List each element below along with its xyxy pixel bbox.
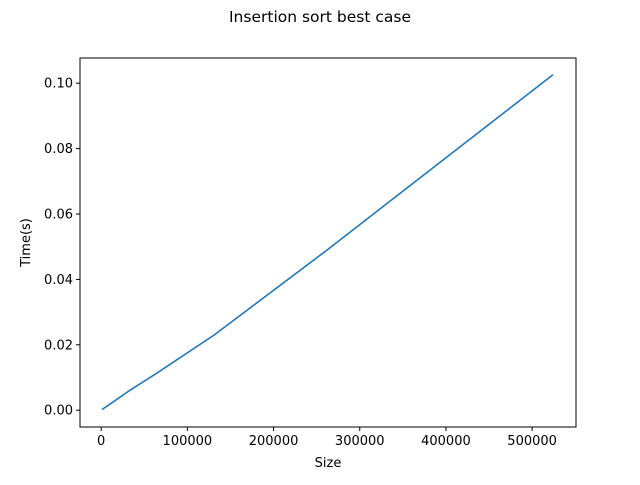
x-axis-label: Size xyxy=(315,456,342,471)
x-tick-label: 500000 xyxy=(507,434,557,449)
y-axis-ticks: 0.00 0.02 0.04 0.06 0.08 0.10 xyxy=(44,77,80,419)
y-axis-label: Time(s) xyxy=(19,218,34,268)
series-layer xyxy=(101,74,554,411)
chart-title: Insertion sort best case xyxy=(229,8,411,26)
y-tick-label: 0.00 xyxy=(44,404,73,419)
y-tick-label: 0.06 xyxy=(44,207,73,222)
y-tick-label: 0.08 xyxy=(44,142,73,157)
x-tick-label: 100000 xyxy=(163,434,213,449)
x-tick-label: 200000 xyxy=(249,434,299,449)
y-tick-label: 0.02 xyxy=(44,338,73,353)
x-tick-label: 400000 xyxy=(421,434,471,449)
x-tick-label: 0 xyxy=(97,434,105,449)
series-line-0 xyxy=(101,74,554,411)
x-tick-label: 300000 xyxy=(335,434,385,449)
x-axis-ticks: 0 100000 200000 300000 400000 500000 xyxy=(97,427,557,449)
axes-frame xyxy=(79,57,577,428)
y-tick-label: 0.04 xyxy=(44,273,73,288)
y-tick-label: 0.10 xyxy=(44,77,73,92)
plot-area xyxy=(79,57,577,428)
